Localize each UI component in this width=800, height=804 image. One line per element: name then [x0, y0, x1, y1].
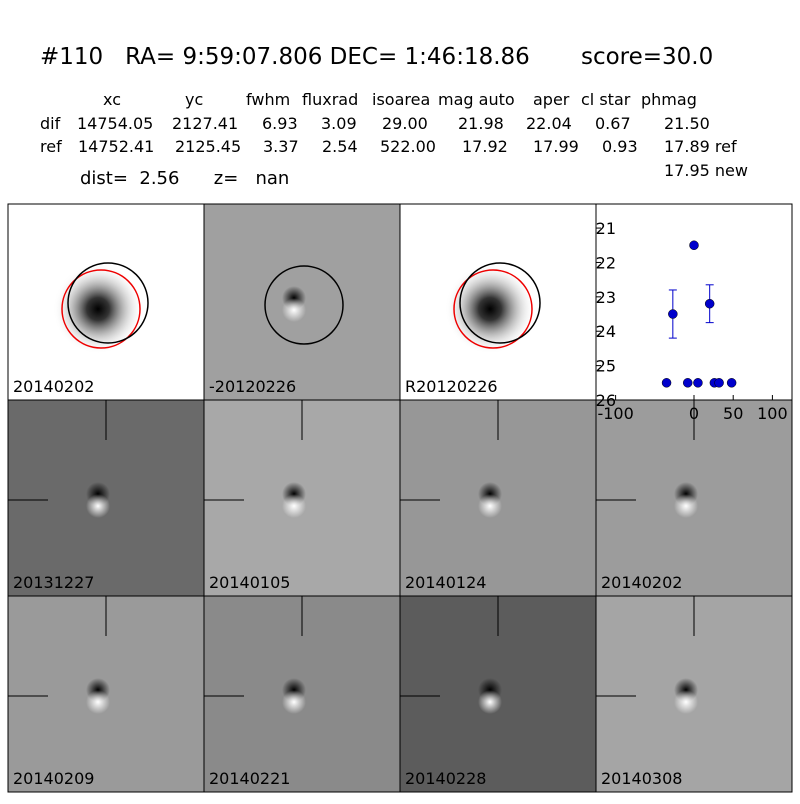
point [693, 378, 703, 388]
dipole-light [86, 494, 110, 518]
table-cell: 21.50 [664, 114, 710, 133]
dipole-light [674, 690, 698, 714]
dipole-light [478, 494, 502, 518]
table-cell: 21.98 [458, 114, 504, 133]
panel-label: R20120226 [405, 377, 498, 396]
y-tick-label: 25 [596, 357, 616, 376]
panel-label: 20140228 [405, 769, 486, 788]
y-tick-label: 21 [596, 219, 616, 238]
plot-area [595, 203, 793, 401]
source [445, 264, 535, 354]
dipole-light [282, 494, 306, 518]
panel-label: 20131227 [13, 573, 94, 592]
column-header: phmag [641, 90, 697, 109]
dipole-light [282, 690, 306, 714]
panel-label: 20140105 [209, 573, 290, 592]
table-cell: 2127.41 [172, 114, 238, 133]
note: 17.95 new [664, 161, 748, 180]
table-cell: ref [40, 137, 62, 156]
point [704, 298, 715, 309]
panel-label: 20140308 [601, 769, 682, 788]
panel-label: 20140209 [13, 769, 94, 788]
circle-black [264, 265, 344, 345]
dipole-light [478, 690, 502, 714]
table-cell: 6.93 [262, 114, 298, 133]
point [726, 378, 737, 388]
x-tick-label: 50 [723, 404, 743, 423]
y-tick-label: 23 [596, 288, 616, 307]
table-cell: 29.00 [382, 114, 428, 133]
table-cell: dif [40, 114, 61, 133]
circle-red [453, 269, 533, 349]
column-header: fluxrad [302, 90, 358, 109]
panel-label: 20140202 [601, 573, 682, 592]
table-cell: 14754.05 [77, 114, 153, 133]
dipole-light [282, 298, 306, 322]
dipole-light [86, 690, 110, 714]
circle-black [67, 262, 149, 344]
y-tick-label: 26 [596, 391, 616, 410]
y-tick-label: 22 [596, 253, 616, 272]
circle-black [459, 262, 541, 344]
table-cell: 522.00 [380, 137, 436, 156]
table-cell: 2125.45 [175, 137, 241, 156]
column-header: mag auto [438, 90, 515, 109]
table-cell: 17.92 [462, 137, 508, 156]
column-header: aper [533, 90, 570, 109]
dist: dist= 2.56 z= nan [80, 168, 289, 189]
panel-label: -20120226 [209, 377, 296, 396]
table-cell: 17.99 [533, 137, 579, 156]
column-header: fwhm [246, 90, 290, 109]
table-cell: 2.54 [322, 137, 358, 156]
point [668, 309, 678, 319]
column-header: xc [103, 90, 121, 109]
column-header: isoarea [372, 90, 430, 109]
table-cell: 3.09 [321, 114, 357, 133]
panel-label: 20140124 [405, 573, 486, 592]
column-header: yc [185, 90, 203, 109]
x-tick-label: 100 [757, 404, 788, 423]
table-cell: 14752.41 [78, 137, 154, 156]
table-cell: 0.93 [602, 137, 638, 156]
column-header: cl star [581, 90, 631, 109]
panel-label: 20140221 [209, 769, 290, 788]
point [661, 378, 672, 388]
title: #110 RA= 9:59:07.806 DEC= 1:46:18.86 sco… [40, 44, 713, 70]
panel-label: 20140202 [13, 377, 94, 396]
point [682, 378, 693, 388]
table-cell: 17.89 ref [664, 137, 737, 156]
circle-red [61, 269, 141, 349]
point [689, 240, 699, 251]
x-tick-label: 0 [689, 404, 699, 423]
table-cell: 22.04 [526, 114, 572, 133]
y-tick-label: 24 [596, 322, 616, 341]
panel-border [595, 595, 793, 793]
table-cell: 3.37 [263, 137, 299, 156]
table-cell: 0.67 [595, 114, 631, 133]
point [714, 378, 724, 388]
source [53, 264, 143, 354]
x-tick-label: -100 [597, 404, 633, 423]
dipole-light [674, 494, 698, 518]
